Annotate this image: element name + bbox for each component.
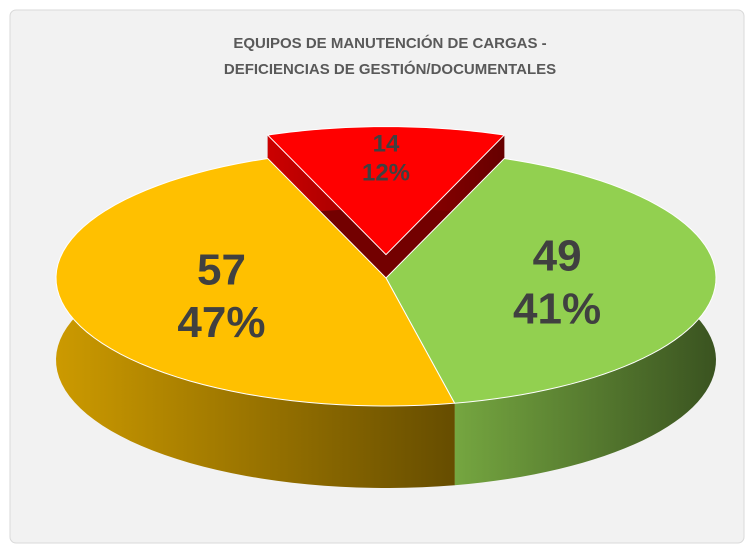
chart-title: EQUIPOS DE MANUTENCIÓN DE CARGAS - — [233, 34, 546, 52]
data-label: 14 — [373, 131, 400, 158]
slice-top — [55, 157, 456, 407]
percent-label: 12% — [362, 160, 410, 187]
chart-title: DEFICIENCIAS DE GESTIÓN/DOCUMENTALES — [224, 60, 556, 78]
percent-label: 47% — [177, 298, 265, 347]
slice-top — [385, 157, 717, 404]
data-label: 49 — [533, 232, 582, 281]
percent-label: 41% — [513, 284, 601, 333]
data-label: 57 — [197, 245, 246, 294]
slice-top — [266, 126, 506, 256]
